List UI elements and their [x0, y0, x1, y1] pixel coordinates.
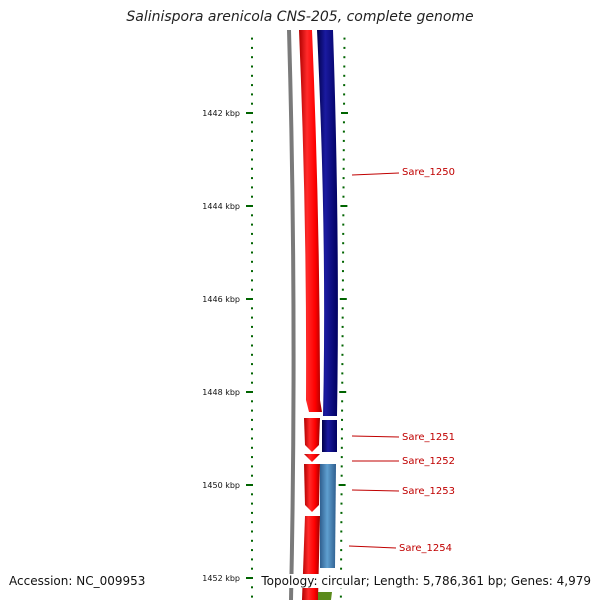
accession-label: Accession: NC_009953 [9, 574, 146, 588]
gene-label-leader-sare-1254 [348, 545, 397, 549]
genome-backbone-arc [287, 29, 296, 600]
cds-reverse-mid [322, 420, 337, 452]
cds-sare-1252-forward [304, 454, 320, 462]
cds-reverse-large [317, 30, 338, 416]
gene-label-sare-1254: Sare_1254 [399, 543, 452, 554]
ruler-label: 1450 kbp [202, 481, 240, 490]
gene-label-sare-1251: Sare_1251 [402, 432, 455, 443]
ruler-labels: 1442 kbp 1444 kbp 1446 kbp 1448 kbp 1450 kbp… [202, 109, 240, 583]
cds-reverse-small [320, 464, 336, 568]
map-title: Salinispora arenicola CNS-205, complete … [126, 9, 474, 25]
cds-sare-1251-forward [304, 418, 320, 452]
forward-strand-track [299, 30, 322, 600]
cds-sare-1253-forward [304, 464, 320, 512]
gene-label-leader-sare-1250 [351, 172, 400, 176]
ruler-label: 1442 kbp [202, 109, 240, 118]
cds-sare-1250-forward [299, 30, 322, 412]
gene-label-leader-sare-1253 [351, 489, 400, 492]
ruler-label: 1452 kbp [202, 574, 240, 583]
gene-label-sare-1250: Sare_1250 [402, 167, 455, 178]
ruler-label: 1448 kbp [202, 388, 240, 397]
reverse-strand-track [317, 30, 338, 600]
gene-label-leader-sare-1251 [351, 435, 400, 438]
gene-label-sare-1253: Sare_1253 [402, 486, 455, 497]
gene-label-sare-1252: Sare_1252 [402, 456, 455, 467]
ruler-label: 1446 kbp [202, 295, 240, 304]
gene-labels: Sare_1250 Sare_1251 Sare_1252 Sare_1253 … [348, 167, 455, 554]
genome-stats-label: Topology: circular; Length: 5,786,361 bp… [261, 574, 591, 588]
cds-reverse-bottom [318, 592, 332, 600]
ruler-label: 1444 kbp [202, 202, 240, 211]
